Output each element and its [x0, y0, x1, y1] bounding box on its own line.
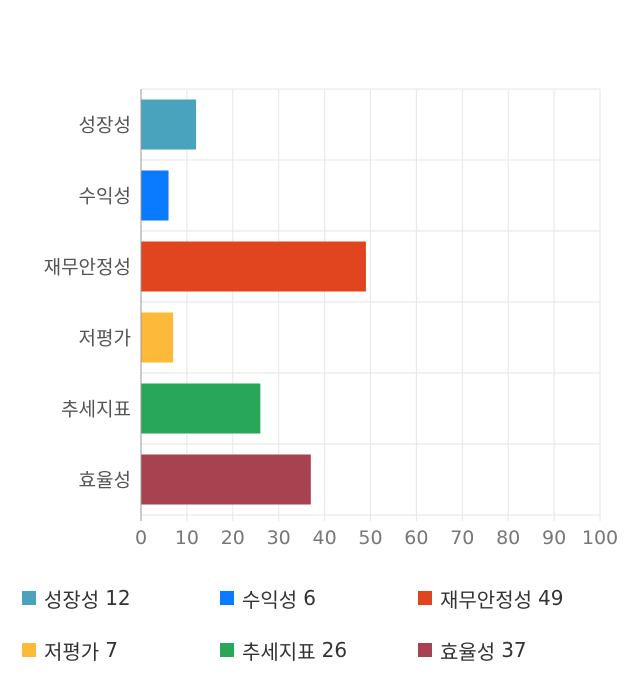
legend-value: 6 [303, 586, 316, 610]
x-tick-label: 30 [267, 527, 291, 549]
legend-label: 추세지표 [242, 639, 316, 664]
legend-value: 12 [105, 586, 131, 610]
legend-swatch [220, 591, 234, 605]
x-tick-label: 100 [582, 527, 618, 549]
legend-value: 49 [538, 586, 564, 610]
x-tick-label: 0 [135, 527, 147, 549]
legend-label: 효율성 [440, 639, 496, 664]
legend-swatch [220, 643, 234, 657]
legend-label: 수익성 [242, 587, 298, 612]
x-tick-label: 10 [175, 527, 199, 549]
legend-label: 성장성 [44, 587, 100, 612]
bar [141, 383, 261, 434]
x-tick-label: 90 [542, 527, 566, 549]
legend-label: 재무안정성 [440, 587, 532, 612]
legend-swatch [418, 643, 432, 657]
bars [141, 99, 366, 505]
legend-value: 7 [105, 638, 118, 662]
bar [141, 454, 311, 505]
bar [141, 99, 197, 150]
legend-label: 저평가 [44, 639, 100, 664]
x-tick-label: 40 [313, 527, 337, 549]
legend-item-trend: 추세지표 26 [220, 635, 347, 665]
category-label: 수익성 [79, 186, 131, 208]
grid-lines [140, 88, 601, 521]
legend-swatch [418, 591, 432, 605]
x-tick-label: 80 [496, 527, 520, 549]
category-label: 재무안정성 [44, 257, 131, 279]
x-tick-label: 50 [358, 527, 382, 549]
legend-swatch [22, 591, 36, 605]
category-label: 효율성 [79, 470, 131, 492]
legend-swatch [22, 643, 36, 657]
legend-value: 37 [501, 638, 527, 662]
legend-item-stability: 재무안정성 49 [418, 583, 563, 613]
legend-item-undervalued: 저평가 7 [22, 635, 118, 665]
legend-item-profitability: 수익성 6 [220, 583, 316, 613]
x-tick-label: 70 [450, 527, 474, 549]
bar [141, 241, 366, 292]
category-label: 추세지표 [61, 399, 131, 421]
legend-value: 26 [321, 638, 348, 662]
legend: 성장성 12 수익성 6 재무안정성 49 저평가 7 추세지표 26 효율성 … [0, 575, 640, 685]
x-tick-label: 60 [404, 527, 428, 549]
legend-item-growth: 성장성 12 [22, 583, 131, 613]
category-label: 저평가 [79, 328, 131, 350]
category-label: 성장성 [79, 115, 131, 137]
bar [141, 170, 169, 221]
x-tick-labels: 0 10 20 30 40 50 60 70 80 90 100 [135, 527, 618, 549]
bar [141, 312, 174, 363]
x-tick-label: 20 [221, 527, 245, 549]
legend-item-efficiency: 효율성 37 [418, 635, 527, 665]
